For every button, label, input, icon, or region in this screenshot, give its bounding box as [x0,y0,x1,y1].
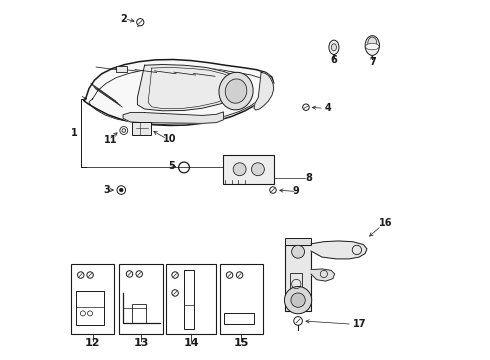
Bar [120,264,163,334]
Bar [224,314,254,324]
Ellipse shape [329,40,339,54]
Polygon shape [123,112,223,123]
Circle shape [77,272,84,278]
Polygon shape [254,72,274,110]
Circle shape [172,290,178,296]
Ellipse shape [225,79,247,103]
Circle shape [87,272,93,278]
Circle shape [120,188,123,192]
Text: 16: 16 [379,218,392,228]
Ellipse shape [219,72,253,110]
Text: 2: 2 [120,14,127,24]
Bar [285,238,311,245]
Text: 9: 9 [293,186,299,197]
Bar [76,291,104,325]
Circle shape [251,163,265,176]
Bar [184,270,194,329]
Text: 12: 12 [85,338,100,348]
Text: 13: 13 [133,338,148,348]
Bar [166,264,216,334]
Bar [223,155,274,184]
Polygon shape [311,269,335,281]
Ellipse shape [365,36,379,55]
Bar [290,273,302,297]
Polygon shape [84,59,274,126]
Polygon shape [311,241,367,259]
Circle shape [233,163,246,176]
Text: 7: 7 [369,57,376,67]
Text: 5: 5 [169,161,175,171]
Text: 6: 6 [331,55,337,65]
FancyBboxPatch shape [132,122,151,135]
Circle shape [236,272,243,278]
Circle shape [226,272,233,278]
Circle shape [303,104,309,111]
Circle shape [291,293,305,307]
Circle shape [270,187,276,193]
Circle shape [285,287,312,314]
Text: 3: 3 [103,185,110,195]
Bar [71,264,114,334]
Ellipse shape [331,44,337,51]
Text: 14: 14 [183,338,199,348]
Text: 4: 4 [324,103,331,113]
Text: 11: 11 [104,135,118,145]
Bar [116,66,127,72]
Circle shape [126,271,133,277]
Circle shape [137,19,144,26]
Bar [132,304,147,323]
Polygon shape [137,64,245,111]
Circle shape [292,245,304,258]
Bar [220,264,263,334]
Ellipse shape [366,43,379,50]
Text: 17: 17 [353,319,366,329]
Ellipse shape [368,37,377,49]
Circle shape [172,272,178,278]
Text: 15: 15 [234,338,249,348]
Bar [285,244,311,311]
Circle shape [136,271,143,277]
Circle shape [294,317,302,325]
Text: 8: 8 [305,173,312,183]
Circle shape [117,186,125,194]
Text: 10: 10 [163,134,176,144]
Text: 1: 1 [71,129,78,138]
